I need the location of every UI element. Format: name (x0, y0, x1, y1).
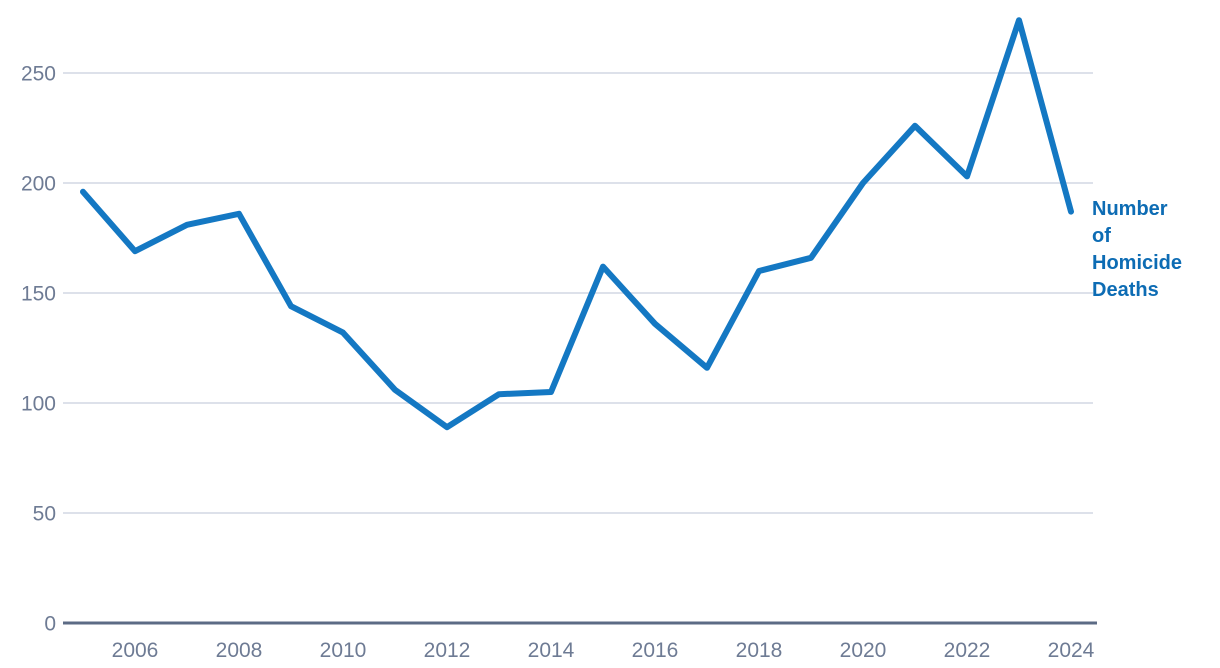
x-tick-label: 2024 (1048, 639, 1095, 662)
homicide-deaths-line (80, 17, 1074, 431)
x-tick-label: 2016 (632, 639, 679, 662)
y-tick-label: 250 (21, 63, 56, 86)
y-tick-label: 50 (33, 503, 56, 526)
x-tick-label: 2014 (528, 639, 575, 662)
x-tick-label: 2020 (840, 639, 887, 662)
y-tick-label: 0 (44, 613, 56, 636)
x-tick-label: 2010 (320, 639, 367, 662)
series-label: Number of Homicide Deaths (1092, 198, 1183, 301)
x-tick-label: 2006 (112, 639, 159, 662)
x-tick-label: 2022 (944, 639, 991, 662)
y-tick-label: 100 (21, 393, 56, 416)
y-tick-label: 200 (21, 173, 56, 196)
x-tick-label: 2012 (424, 639, 471, 662)
y-tick-label: 150 (21, 283, 56, 306)
x-tick-label: 2008 (216, 639, 263, 662)
x-tick-label: 2018 (736, 639, 783, 662)
